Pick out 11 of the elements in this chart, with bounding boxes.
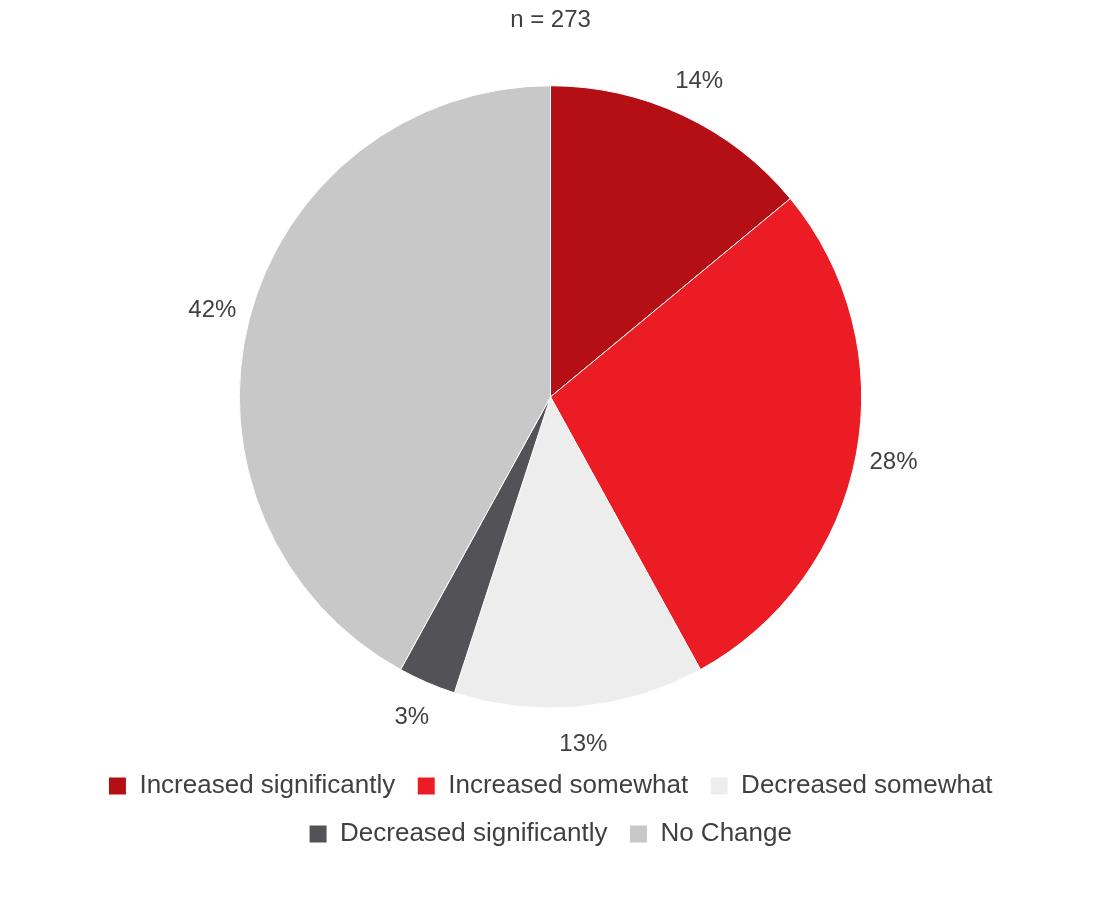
legend-label: Decreased somewhat [741,769,994,800]
legend-label: No Change [660,817,792,848]
chart-title: n = 273 [510,5,591,33]
data-label: 13% [559,729,608,757]
data-label: 14% [675,65,724,93]
data-label: 3% [394,701,430,729]
data-label: 42% [188,294,237,322]
data-label: 28% [869,446,918,474]
legend-label: Increased somewhat [448,769,689,800]
legend-label: Decreased significantly [340,817,608,848]
legend-label: Increased significantly [139,769,396,800]
